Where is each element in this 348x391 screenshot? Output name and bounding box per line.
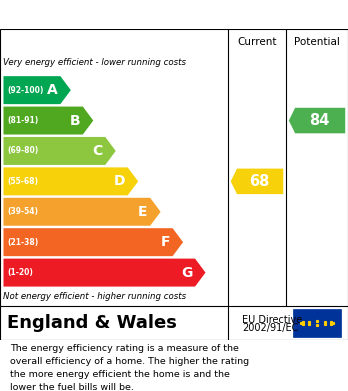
Polygon shape <box>3 137 116 165</box>
Text: Current: Current <box>237 37 277 47</box>
Polygon shape <box>3 107 93 135</box>
Polygon shape <box>3 258 205 287</box>
Text: D: D <box>113 174 125 188</box>
Text: 84: 84 <box>309 113 329 128</box>
Text: A: A <box>47 83 58 97</box>
Text: Very energy efficient - lower running costs: Very energy efficient - lower running co… <box>3 57 187 66</box>
Polygon shape <box>3 228 183 256</box>
Polygon shape <box>3 198 160 226</box>
Text: England & Wales: England & Wales <box>7 314 177 332</box>
Text: (81-91): (81-91) <box>8 116 39 125</box>
Text: (92-100): (92-100) <box>8 86 44 95</box>
Text: 2002/91/EC: 2002/91/EC <box>242 323 298 333</box>
Text: (39-54): (39-54) <box>8 207 39 216</box>
Text: 68: 68 <box>249 174 269 189</box>
Text: (55-68): (55-68) <box>8 177 39 186</box>
Text: F: F <box>160 235 170 249</box>
Text: B: B <box>69 113 80 127</box>
Text: E: E <box>138 205 147 219</box>
Polygon shape <box>289 108 345 133</box>
Text: Not energy efficient - higher running costs: Not energy efficient - higher running co… <box>3 292 187 301</box>
Bar <box>293 308 341 337</box>
Text: G: G <box>181 265 192 280</box>
Text: C: C <box>92 144 102 158</box>
Text: Potential: Potential <box>294 37 340 47</box>
Text: (69-80): (69-80) <box>8 147 39 156</box>
Text: (1-20): (1-20) <box>8 268 33 277</box>
Polygon shape <box>3 167 138 196</box>
Text: The energy efficiency rating is a measure of the
overall efficiency of a home. T: The energy efficiency rating is a measur… <box>10 344 250 391</box>
Text: (21-38): (21-38) <box>8 238 39 247</box>
Text: EU Directive: EU Directive <box>242 314 302 325</box>
Text: Energy Efficiency Rating: Energy Efficiency Rating <box>10 7 232 22</box>
Polygon shape <box>3 76 71 104</box>
Polygon shape <box>231 169 283 194</box>
